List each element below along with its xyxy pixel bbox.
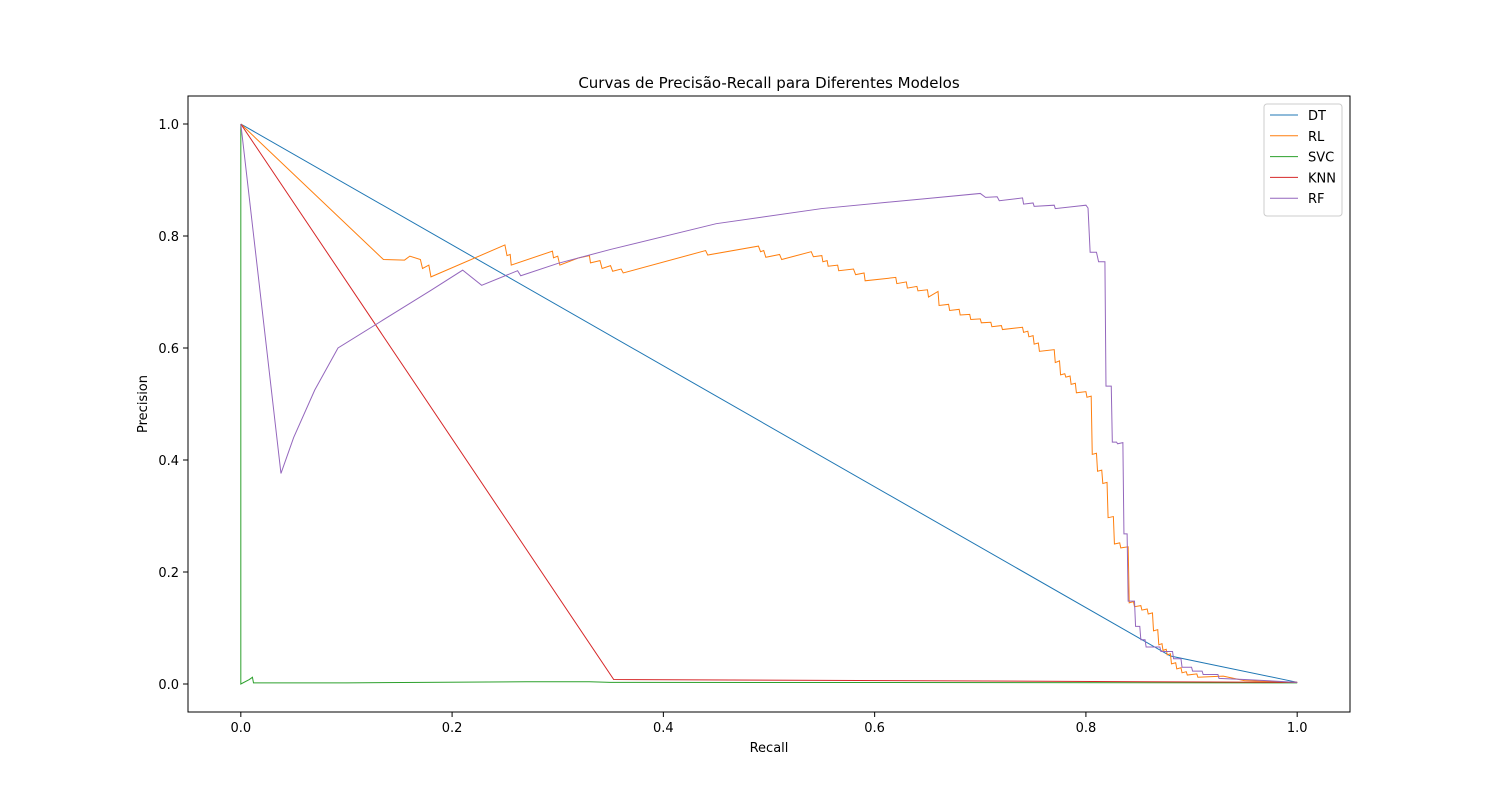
series-line-rf (240, 123, 1298, 683)
x-axis: 0.0 0.2 0.4 0.6 0.8 1.0 (230, 712, 1308, 736)
y-axis-label: Precision (136, 375, 151, 433)
y-tick-label: 0.0 (158, 678, 179, 693)
legend-label-rl: RL (1308, 130, 1325, 145)
x-tick-label: 0.6 (864, 721, 885, 736)
series-line-rl (240, 123, 1298, 683)
plot-frame (187, 95, 1351, 713)
legend-label-rf: RF (1308, 192, 1325, 207)
y-axis: 0.0 0.2 0.4 0.6 0.8 1.0 (158, 118, 188, 693)
chart-title: Curvas de Precisão-Recall para Diferente… (578, 74, 960, 92)
y-tick-label: 0.6 (158, 342, 179, 357)
x-tick-label: 1.0 (1287, 721, 1308, 736)
x-tick-label: 0.8 (1076, 721, 1097, 736)
x-tick-label: 0.0 (230, 721, 251, 736)
x-axis-label: Recall (750, 741, 789, 756)
legend-label-dt: DT (1308, 109, 1326, 124)
legend-label-knn: KNN (1308, 171, 1336, 186)
y-tick-label: 0.2 (158, 566, 179, 581)
x-tick-label: 0.2 (442, 721, 463, 736)
x-tick-label: 0.4 (653, 721, 674, 736)
series-line-knn (240, 123, 1298, 683)
legend-box (1263, 103, 1343, 217)
y-tick-label: 1.0 (158, 118, 179, 133)
legend-label-svc: SVC (1308, 151, 1334, 166)
legend: DT RL SVC KNN RF (1263, 103, 1343, 217)
series-layer (240, 123, 1298, 685)
y-tick-label: 0.8 (158, 230, 179, 245)
series-line-svc (240, 124, 1298, 685)
y-tick-label: 0.4 (158, 454, 179, 469)
